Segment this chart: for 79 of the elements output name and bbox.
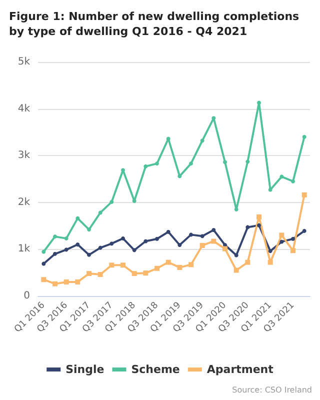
point (245, 260, 250, 265)
point (189, 162, 193, 166)
point (177, 264, 182, 270)
point (268, 260, 273, 265)
point (291, 179, 295, 184)
y-tick-label: 1k (18, 244, 30, 255)
point (246, 160, 250, 164)
legend-label: Single (66, 363, 104, 376)
point (64, 279, 69, 284)
point (290, 248, 296, 254)
point (189, 232, 193, 237)
point (211, 238, 216, 244)
y-tick-label: 2k (18, 196, 30, 208)
point (144, 239, 148, 244)
point (154, 266, 160, 271)
point (155, 162, 159, 166)
point (256, 214, 262, 220)
point (257, 100, 261, 105)
point (222, 246, 228, 252)
point (246, 225, 250, 230)
point (53, 234, 57, 239)
point (268, 188, 272, 192)
point (76, 216, 80, 220)
point (42, 262, 46, 266)
y-tick-label: 4k (18, 103, 30, 114)
point (41, 277, 46, 282)
point (178, 174, 182, 178)
point (302, 134, 306, 139)
point (280, 174, 284, 179)
point (98, 272, 103, 277)
legend-label: Scheme (131, 363, 180, 376)
point (200, 242, 205, 248)
point (279, 232, 284, 238)
point (166, 230, 170, 234)
point (132, 271, 137, 276)
line-series (42, 223, 306, 266)
y-tick-label: 0 (24, 290, 30, 302)
point (42, 250, 46, 254)
point (121, 236, 125, 240)
point (110, 242, 114, 246)
point (87, 228, 91, 232)
point (64, 236, 68, 240)
point (234, 268, 239, 273)
point (75, 279, 80, 284)
point (110, 200, 114, 204)
point (144, 164, 148, 168)
point (120, 262, 126, 268)
y-tick-label: 5k (18, 56, 30, 68)
point (87, 252, 91, 257)
point (98, 210, 102, 215)
point (166, 136, 170, 141)
source-note: Source: CSO Ireland (232, 386, 312, 394)
point (86, 271, 92, 276)
y-tick-label: 3k (18, 150, 30, 162)
point (268, 249, 272, 254)
point (76, 242, 80, 247)
point (302, 228, 306, 233)
legend-label: Apartment (206, 363, 274, 376)
point (64, 248, 68, 252)
point (280, 240, 284, 244)
point (143, 270, 148, 276)
chart-title: Figure 1: Number of new dwelling completions by type of dwelling Q1 2016 - Q4 2021 (9, 10, 303, 38)
point (212, 228, 216, 232)
point (188, 262, 194, 268)
point (257, 223, 261, 228)
point (166, 260, 171, 265)
point (109, 262, 114, 268)
point (200, 234, 204, 238)
point (200, 138, 204, 143)
point (178, 242, 182, 247)
point (302, 192, 307, 198)
point (234, 253, 238, 258)
point (52, 281, 58, 286)
point (53, 252, 57, 256)
point (223, 160, 227, 164)
point (98, 246, 102, 250)
point (155, 236, 159, 241)
point (291, 236, 295, 241)
point (132, 248, 136, 252)
